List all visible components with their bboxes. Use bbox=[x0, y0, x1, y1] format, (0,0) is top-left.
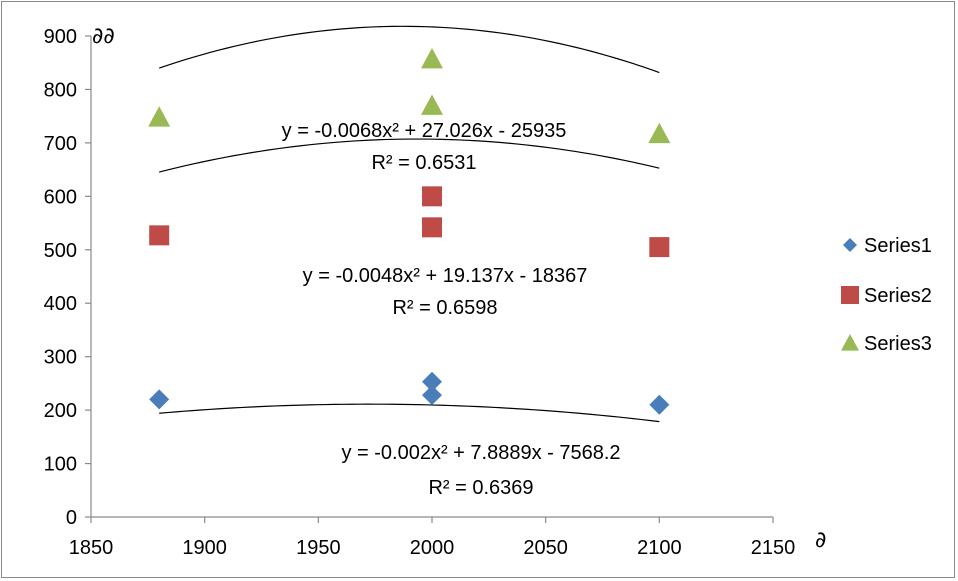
x-tick-label: 1850 bbox=[69, 537, 114, 559]
x-tick-label: 2000 bbox=[410, 537, 455, 559]
y-tick-label: 0 bbox=[66, 507, 77, 529]
series2-trendline-equation: y = -0.0048x² + 19.137x - 18367 bbox=[303, 265, 588, 287]
series2-r-squared: R² = 0.6598 bbox=[392, 297, 497, 319]
y-tick-label: 400 bbox=[44, 293, 77, 315]
series3-point bbox=[648, 122, 671, 144]
series3-point bbox=[148, 106, 171, 127]
series1-point bbox=[149, 389, 170, 410]
series2-point bbox=[422, 186, 442, 207]
series3-point bbox=[421, 47, 443, 69]
legend-marker-series3 bbox=[841, 334, 859, 351]
series3-point bbox=[421, 94, 443, 115]
series1-trendline bbox=[159, 403, 660, 423]
series1-point bbox=[422, 385, 442, 406]
y-tick-label: 100 bbox=[44, 454, 77, 476]
series3-trendline-equation: y = -0.0068x² + 27.026x - 25935 bbox=[282, 120, 567, 142]
y-tick-label: 700 bbox=[44, 133, 77, 155]
y-tick-label: 900 bbox=[44, 26, 77, 48]
y-tick-label: 200 bbox=[44, 400, 77, 422]
x-tick-label: 1950 bbox=[296, 537, 341, 559]
series2-trendline bbox=[159, 138, 660, 173]
x-tick-label: 2100 bbox=[637, 537, 682, 559]
legend-label-series1: Series1 bbox=[864, 235, 932, 257]
series2-point bbox=[649, 237, 670, 258]
series3-r-squared: R² = 0.6531 bbox=[371, 152, 476, 174]
x-tick-label: 1900 bbox=[182, 537, 227, 559]
series1-r-squared: R² = 0.6369 bbox=[428, 477, 533, 499]
data-points bbox=[148, 47, 671, 415]
series3-trendline bbox=[159, 25, 660, 74]
legend-label-series2: Series2 bbox=[864, 285, 932, 307]
y-tick-label: 800 bbox=[44, 79, 77, 101]
y-axis-title: ∂∂ bbox=[92, 24, 115, 49]
series2-point bbox=[422, 217, 442, 238]
x-axis-title: ∂ bbox=[815, 528, 826, 553]
series1-point bbox=[649, 394, 670, 415]
x-tick-label: 2050 bbox=[523, 537, 568, 559]
series2-point bbox=[149, 225, 170, 246]
y-tick-label: 300 bbox=[44, 347, 77, 369]
trendlines bbox=[159, 25, 660, 423]
legend-label-series3: Series3 bbox=[864, 333, 932, 355]
y-tick-label: 500 bbox=[44, 240, 77, 262]
legend-marker-series1 bbox=[843, 238, 857, 252]
series1-trendline-equation: y = -0.002x² + 7.8889x - 7568.2 bbox=[341, 442, 620, 464]
legend: Series1 Series2 Series3 bbox=[841, 235, 932, 355]
series1-point bbox=[422, 371, 442, 392]
y-ticks: 0 100 200 300 400 500 600 700 800 900 bbox=[44, 26, 91, 529]
y-tick-label: 600 bbox=[44, 186, 77, 208]
x-ticks: 1850 1900 1950 2000 2050 2100 2150 bbox=[69, 517, 796, 559]
trendline-equations: y = -0.002x² + 7.8889x - 7568.2 R² = 0.63… bbox=[282, 120, 621, 499]
x-tick-label: 2150 bbox=[751, 537, 796, 559]
legend-marker-series2 bbox=[841, 286, 859, 304]
